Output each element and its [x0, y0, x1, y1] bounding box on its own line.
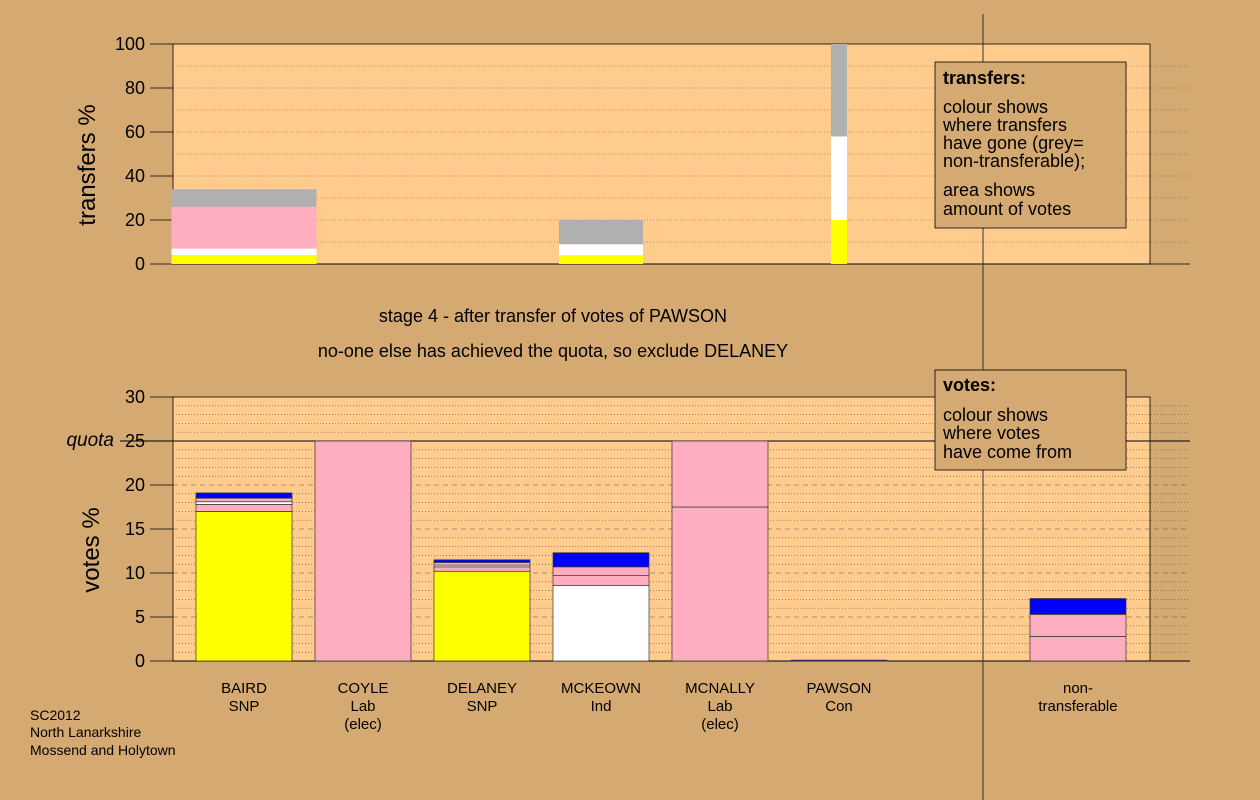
transfers-legend: transfers: colour shows where transfers … [934, 61, 1127, 229]
transfer-segment-mckeown-nontransferable [559, 220, 643, 245]
votes-y-axis-label: votes % [78, 507, 105, 592]
vote-segment-baird-lab [195, 504, 293, 512]
transfers-legend-box [934, 61, 1127, 229]
votes-y-tick-label: 20 [125, 475, 145, 495]
candidate-label-pawson: Con [825, 698, 853, 715]
transfers-y-tick-label: 0 [135, 254, 145, 274]
vote-segment-non-transferable-con [1029, 598, 1127, 615]
votes-legend-title: votes: [943, 375, 996, 395]
transfers-legend-line: have gone (grey= [943, 133, 1084, 153]
vote-segment-baird-lab [195, 497, 293, 503]
votes-bars [195, 440, 1127, 662]
vote-segment-mckeown-ind [552, 584, 650, 662]
vote-segment-baird-ind [195, 501, 293, 505]
candidate-label-baird: BAIRD [221, 680, 267, 697]
transfers-y-tick-label: 100 [115, 34, 145, 54]
vote-segment-mcnally-lab [671, 506, 769, 662]
transfers-gridlines [173, 65, 1190, 265]
transfer-segment-baird-snp [171, 255, 317, 264]
footer: SC2012 North Lanarkshire Mossend and Hol… [30, 707, 176, 758]
votes-legend: votes: colour shows where votes have com… [934, 369, 1127, 471]
votes-y-tick-label: 10 [125, 563, 145, 583]
transfers-bars [171, 44, 847, 264]
vote-segment-delaney-lab [433, 562, 531, 566]
transfers-y-ticks: 0 20 40 60 80 100 [115, 34, 173, 274]
vote-segment-delaney-snp [433, 570, 531, 662]
candidate-label-mckeown: Ind [591, 698, 612, 715]
vote-segment-delaney-lab [433, 566, 531, 572]
votes-y-tick-label: 5 [135, 607, 145, 627]
transfers-legend-line: area shows [943, 180, 1035, 200]
candidate-label-non-transferable: non- [1063, 680, 1093, 697]
transfer-segment-mckeown-snp [559, 255, 643, 264]
transfer-segment-pawson-snp [831, 220, 847, 264]
candidate-label-non-transferable: transferable [1038, 698, 1117, 715]
transfers-y-axis-label: transfers % [74, 104, 101, 225]
exclusion-caption: no-one else has achieved the quota, so e… [318, 341, 788, 361]
vote-segment-mckeown-con [552, 552, 650, 568]
candidate-label-pawson: PAWSON [806, 680, 871, 697]
vote-segment-mcnally-lab [671, 440, 769, 508]
vote-segment-baird-snp [195, 511, 293, 662]
footer-line: SC2012 [30, 707, 81, 723]
votes-y-tick-label: 15 [125, 519, 145, 539]
transfers-legend-line: colour shows [943, 97, 1048, 117]
transfers-legend-line: where transfers [942, 115, 1067, 135]
vote-segment-non-transferable-lab [1029, 614, 1127, 637]
transfers-legend-line: amount of votes [943, 199, 1071, 219]
candidate-label-mcnally: MCNALLY [685, 680, 755, 697]
votes-y-tick-label: 0 [135, 651, 145, 671]
votes-y-tick-label: 25 [125, 431, 145, 451]
transfers-y-tick-label: 80 [125, 78, 145, 98]
votes-y-tick-label: 30 [125, 387, 145, 407]
vote-segment-non-transferable-lab [1029, 636, 1127, 662]
votes-legend-box [934, 369, 1127, 471]
candidate-label-mckeown: MCKEOWN [561, 680, 641, 697]
footer-line: Mossend and Holytown [30, 742, 176, 758]
transfers-legend-title: transfers: [943, 68, 1026, 88]
candidate-label-mcnally: Lab [707, 698, 732, 715]
quota-label: quota [66, 430, 114, 451]
transfer-segment-baird-ind [171, 248, 317, 256]
transfers-y-tick-label: 60 [125, 122, 145, 142]
transfer-segment-pawson-ind [831, 136, 847, 220]
candidate-label-baird: SNP [229, 698, 260, 715]
votes-legend-line: colour shows [943, 405, 1048, 425]
transfers-y-tick-label: 20 [125, 210, 145, 230]
transfer-segment-mckeown-ind [559, 244, 643, 256]
candidate-label-mcnally: (elec) [701, 716, 739, 733]
votes-legend-line: where votes [942, 423, 1040, 443]
stage-caption: stage 4 - after transfer of votes of PAW… [379, 306, 727, 326]
transfers-legend-line: non-transferable); [943, 151, 1085, 171]
vote-segment-pawson-con [790, 659, 888, 662]
candidate-label-coyle: Lab [350, 698, 375, 715]
transfer-segment-pawson-nontransferable [831, 44, 847, 137]
candidate-label-delaney: SNP [467, 698, 498, 715]
transfer-segment-baird-lab [171, 206, 317, 249]
vote-segment-mckeown-lab [552, 575, 650, 586]
candidate-label-coyle: (elec) [344, 716, 382, 733]
footer-line: North Lanarkshire [30, 724, 141, 740]
votes-y-ticks: 0 5 10 15 20 25 30 [125, 387, 173, 671]
vote-segment-delaney-con [433, 559, 531, 563]
candidate-label-delaney: DELANEY [447, 680, 517, 697]
transfer-segment-baird-nontransferable [171, 189, 317, 207]
vote-segment-coyle-lab [314, 440, 412, 662]
candidate-label-coyle: COYLE [338, 680, 389, 697]
candidate-labels: BAIRDSNPCOYLELab(elec)DELANEYSNPMCKEOWNI… [221, 680, 1118, 733]
votes-legend-line: have come from [943, 442, 1072, 462]
vote-segment-mckeown-lab [552, 566, 650, 576]
vote-segment-baird-con [195, 492, 293, 499]
transfers-y-tick-label: 40 [125, 166, 145, 186]
